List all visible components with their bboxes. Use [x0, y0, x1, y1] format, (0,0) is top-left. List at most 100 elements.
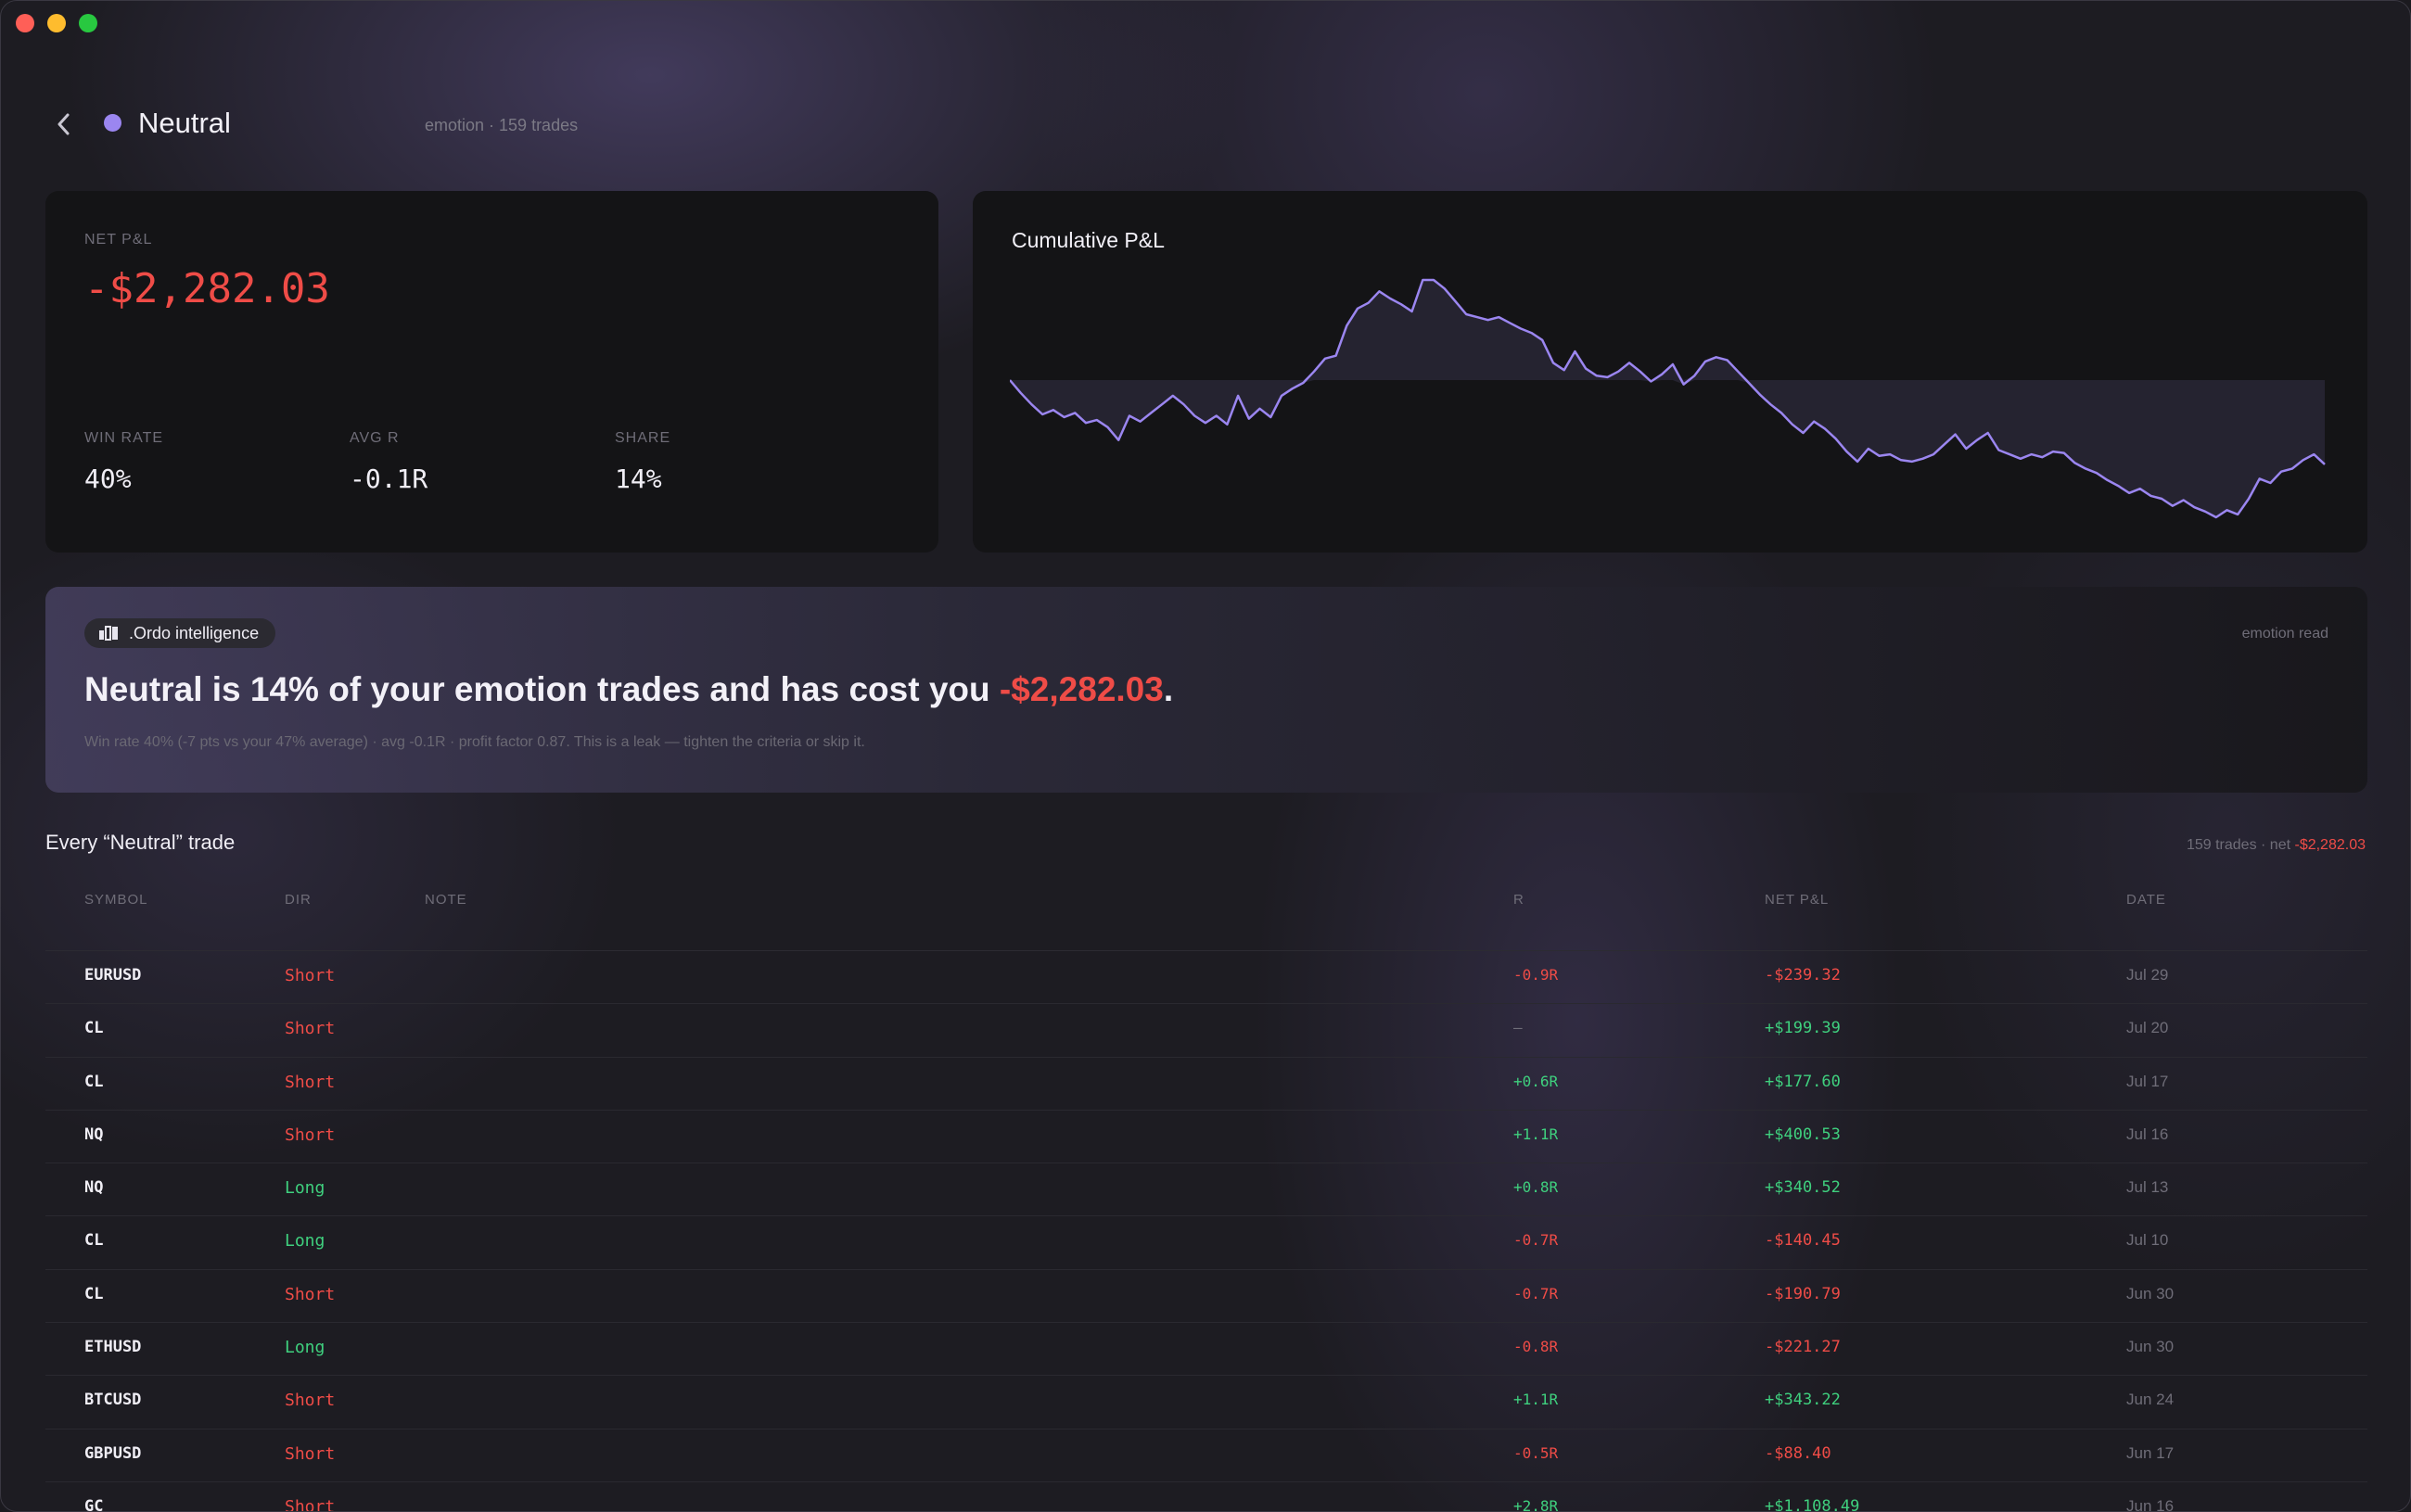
cell-net-pnl: +$199.39: [1765, 1019, 1841, 1038]
stat-value: -0.1R: [350, 464, 428, 494]
table-row[interactable]: EURUSD Short -0.9R -$239.32 Jul 29: [45, 951, 2367, 1005]
column-header-r[interactable]: R: [1513, 892, 1524, 908]
cell-net-pnl: +$177.60: [1765, 1072, 1841, 1091]
stat-win-rate: WIN RATE 40%: [84, 430, 163, 494]
cell-symbol: CL: [84, 1072, 104, 1091]
cell-r-multiple: +1.1R: [1513, 1124, 1559, 1143]
table-row[interactable]: GC Short +2.8R +$1,108.49 Jun 16: [45, 1482, 2367, 1512]
cell-symbol: NQ: [84, 1124, 104, 1144]
summary-card: NET P&L -$2,282.03 WIN RATE 40% AVG R -0…: [45, 191, 938, 553]
intelligence-badge: .Ordo intelligence: [84, 618, 276, 648]
cell-date: Jun 17: [2126, 1443, 2175, 1462]
chart-area-below-baseline: [1010, 380, 2325, 517]
chart-area-above-baseline: [1010, 280, 2325, 380]
cell-r-multiple: -0.5R: [1513, 1443, 1559, 1462]
cell-net-pnl: +$400.53: [1765, 1124, 1841, 1144]
cell-symbol: CL: [84, 1019, 104, 1038]
cell-symbol: NQ: [84, 1178, 104, 1198]
cell-net-pnl: +$343.22: [1765, 1391, 1841, 1410]
trades-count-text: 159 trades · net: [2186, 837, 2295, 853]
column-header-symbol[interactable]: SYMBOL: [84, 892, 148, 908]
cell-symbol: BTCUSD: [84, 1391, 142, 1410]
cell-date: Jul 16: [2126, 1124, 2169, 1143]
close-window-button[interactable]: [16, 14, 34, 32]
emotion-color-dot: [104, 114, 121, 132]
cell-net-pnl: -$140.45: [1765, 1231, 1841, 1251]
page-header: Neutral emotion · 159 trades: [53, 101, 702, 147]
cell-net-pnl: +$340.52: [1765, 1178, 1841, 1198]
maximize-window-button[interactable]: [79, 14, 97, 32]
table-header: SYMBOL DIR NOTE R NET P&L DATE: [45, 877, 2367, 951]
cell-direction: Short: [285, 1124, 336, 1145]
cell-direction: Short: [285, 966, 336, 985]
intelligence-badge-label: .Ordo intelligence: [129, 623, 260, 642]
stat-value: 14%: [615, 464, 662, 494]
cell-symbol: CL: [84, 1231, 104, 1251]
cell-date: Jul 17: [2126, 1072, 2169, 1090]
chart-series-line: [1010, 278, 2326, 519]
page-subtitle: emotion · 159 trades: [425, 116, 579, 134]
cell-direction: Short: [285, 1496, 336, 1512]
stat-label: WIN RATE: [84, 430, 164, 446]
table-row[interactable]: GBPUSD Short -0.5R -$88.40 Jun 17: [45, 1429, 2367, 1482]
cell-direction: Long: [285, 1231, 325, 1252]
column-header-dir[interactable]: DIR: [285, 892, 312, 908]
stat-label: SHARE: [615, 430, 671, 446]
cell-date: Jun 30: [2126, 1284, 2175, 1302]
table-row[interactable]: CL Long -0.7R -$140.45 Jul 10: [45, 1216, 2367, 1270]
table-row[interactable]: CL Short +0.6R +$177.60 Jul 17: [45, 1058, 2367, 1111]
cell-net-pnl: -$88.40: [1765, 1443, 1831, 1463]
trades-table: SYMBOL DIR NOTE R NET P&L DATE EURUSD Sho…: [45, 877, 2367, 1512]
cell-direction: Short: [285, 1019, 336, 1039]
table-body: EURUSD Short -0.9R -$239.32 Jul 29 CL Short — +$…: [45, 951, 2367, 1512]
cell-symbol: EURUSD: [84, 966, 142, 985]
table-row[interactable]: NQ Long +0.8R +$340.52 Jul 13: [45, 1163, 2367, 1217]
cell-direction: Long: [285, 1178, 325, 1199]
cell-date: Jun 30: [2126, 1338, 2175, 1356]
back-chevron-icon[interactable]: [53, 110, 75, 138]
column-header-pnl[interactable]: NET P&L: [1765, 892, 1830, 908]
net-pnl-value: -$2,282.03: [84, 265, 330, 312]
headline-end: .: [1163, 670, 1174, 708]
intelligence-headline: Neutral is 14% of your emotion trades an…: [84, 670, 1173, 709]
trades-net-value: -$2,282.03: [2294, 837, 2366, 853]
cell-date: Jul 13: [2126, 1178, 2169, 1197]
net-pnl-label: NET P&L: [84, 232, 153, 248]
cell-direction: Short: [285, 1072, 336, 1092]
cell-net-pnl: -$221.27: [1765, 1338, 1841, 1357]
emotion-read-tag: emotion read: [2241, 626, 2328, 642]
cell-symbol: GC: [84, 1496, 104, 1512]
cell-date: Jun 24: [2126, 1391, 2175, 1409]
page-title: Neutral: [138, 107, 231, 139]
window-controls: [16, 14, 97, 32]
headline-value: -$2,282.03: [999, 670, 1164, 708]
cell-r-multiple: -0.8R: [1513, 1338, 1559, 1356]
table-row[interactable]: ETHUSD Long -0.8R -$221.27 Jun 30: [45, 1323, 2367, 1377]
cell-direction: Short: [285, 1443, 336, 1464]
cell-r-multiple: -0.9R: [1513, 966, 1559, 984]
cell-r-multiple: -0.7R: [1513, 1231, 1559, 1250]
cell-direction: Long: [285, 1338, 325, 1358]
stat-label: AVG R: [350, 430, 400, 446]
cell-r-multiple: —: [1513, 1019, 1523, 1037]
table-row[interactable]: CL Short — +$199.39 Jul 20: [45, 1004, 2367, 1058]
cell-r-multiple: +2.8R: [1513, 1496, 1559, 1512]
cell-r-multiple: +1.1R: [1513, 1391, 1559, 1409]
table-row[interactable]: BTCUSD Short +1.1R +$343.22 Jun 24: [45, 1376, 2367, 1429]
cell-symbol: GBPUSD: [84, 1443, 142, 1463]
cell-net-pnl: -$239.32: [1765, 966, 1841, 985]
cell-symbol: CL: [84, 1284, 104, 1303]
cell-r-multiple: +0.8R: [1513, 1178, 1559, 1197]
ordo-logo-icon: [99, 626, 118, 641]
column-header-note[interactable]: NOTE: [425, 892, 467, 908]
cell-date: Jun 16: [2126, 1496, 2175, 1512]
cell-date: Jul 29: [2126, 966, 2169, 984]
cell-date: Jul 20: [2126, 1019, 2169, 1037]
table-row[interactable]: NQ Short +1.1R +$400.53 Jul 16: [45, 1111, 2367, 1164]
cell-r-multiple: -0.7R: [1513, 1284, 1559, 1302]
table-row[interactable]: CL Short -0.7R -$190.79 Jun 30: [45, 1270, 2367, 1324]
column-header-date[interactable]: DATE: [2126, 892, 2166, 908]
minimize-window-button[interactable]: [47, 14, 66, 32]
cell-symbol: ETHUSD: [84, 1338, 142, 1357]
